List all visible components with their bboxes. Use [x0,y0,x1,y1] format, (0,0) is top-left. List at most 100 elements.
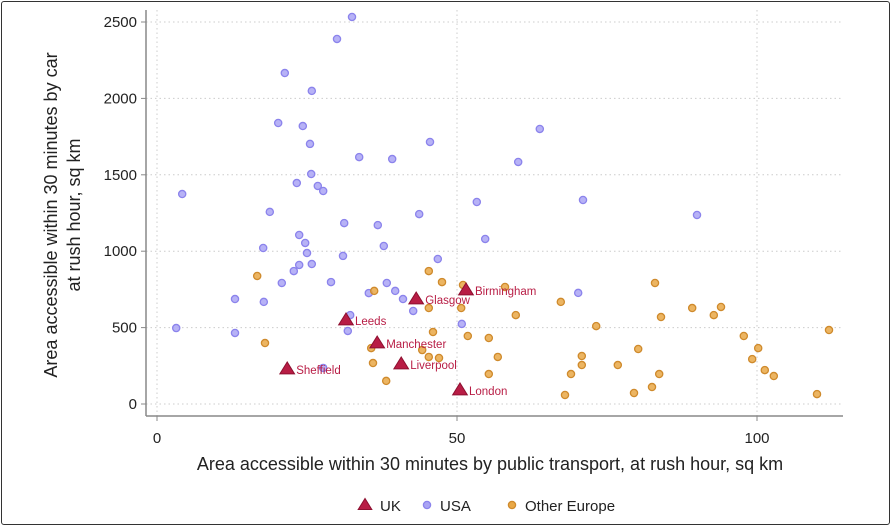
other-europe-point [591,321,601,331]
usa-point [379,241,389,251]
y-tick-label: 1500 [104,167,137,184]
usa-point [307,86,317,96]
legend: UK USA Other Europe [357,497,615,515]
other-europe-point [647,382,657,392]
other-europe-point [709,310,719,320]
usa-point [171,323,181,333]
usa-point [338,251,348,261]
usa-point [306,169,316,179]
uk-city-point [407,291,425,305]
other-europe-point [613,360,623,370]
usa-point [318,363,328,373]
usa-point [425,137,435,147]
other-europe-point [629,388,639,398]
usa-point [307,259,317,269]
other-europe-point [812,389,822,399]
other-europe-point [424,303,434,313]
y-tick-label: 1000 [104,243,137,260]
legend-label: Other Europe [525,498,615,515]
other-europe-point [566,369,576,379]
usa-point [398,294,408,304]
usa-point [339,218,349,228]
other-europe-point [654,369,664,379]
usa-point [280,68,290,78]
usa-point [302,248,312,258]
usa-point [298,121,308,131]
usa-point [354,152,364,162]
other-europe-point [434,353,444,363]
y-axis-label-line2: at rush hour, sq km [64,138,84,291]
other-europe-point [577,360,587,370]
y-tick-label: 2000 [104,90,137,107]
usa-point [513,157,523,167]
other-europe-point [716,302,726,312]
other-europe-point [560,390,570,400]
usa-point [313,181,323,191]
y-tick-label: 0 [129,396,137,413]
usa-point [480,234,490,244]
other-europe-point [493,352,503,362]
other-europe-point [463,331,473,341]
usa-point [326,277,336,287]
uk-city-point [337,312,355,326]
other-europe-point [511,310,521,320]
other-europe-point [484,369,494,379]
usa-point [258,243,268,253]
usa-point [273,118,283,128]
legend-marker [422,500,432,510]
legend-marker-uk [357,497,373,511]
usa-point [343,326,353,336]
other-europe-point [417,345,427,355]
other-europe-point [260,338,270,348]
other-europe-point [500,282,510,292]
usa-point [305,139,315,149]
other-europe-point [437,277,447,287]
usa-point [390,286,400,296]
other-europe-point [577,351,587,361]
city-label: Sheffield [296,365,341,377]
x-axis-label: Area accessible within 30 minutes by pub… [197,454,783,474]
other-europe-point [656,312,666,322]
y-tick-label: 500 [112,320,137,337]
other-europe-point [556,297,566,307]
y-axis-label-line1: Area accessible within 30 minutes by car [41,52,61,377]
other-europe-point [753,343,763,353]
usa-point [294,230,304,240]
y-tick-label: 2500 [104,14,137,31]
usa-point [230,328,240,338]
usa-point [277,278,287,288]
usa-point [294,260,304,270]
usa-point [177,189,187,199]
other-europe-point [687,303,697,313]
usa-point [230,294,240,304]
uk-city-point [457,282,475,296]
city-label: Liverpool [410,360,457,372]
other-europe-point [824,325,834,335]
data-points: Sheffield Leeds Manchester Liverpool London G… [171,12,834,400]
usa-point [259,297,269,307]
legend-label: USA [440,498,471,515]
other-europe-point [381,376,391,386]
usa-point [292,178,302,188]
other-europe-point [747,354,757,364]
other-europe-point [633,344,643,354]
city-label: Glasgow [425,295,470,307]
legend-label: UK [380,498,401,515]
other-europe-point [424,352,434,362]
usa-point [318,186,328,196]
other-europe-point [739,331,749,341]
other-europe-point [650,278,660,288]
usa-point [382,278,392,288]
usa-point [300,238,310,248]
other-europe-point [252,271,262,281]
x-tick-label: 50 [449,430,466,447]
usa-point [433,254,443,264]
other-europe-point [769,371,779,381]
usa-point [408,306,418,316]
axes [141,10,843,421]
city-label: London [469,386,507,398]
usa-point [289,266,299,276]
